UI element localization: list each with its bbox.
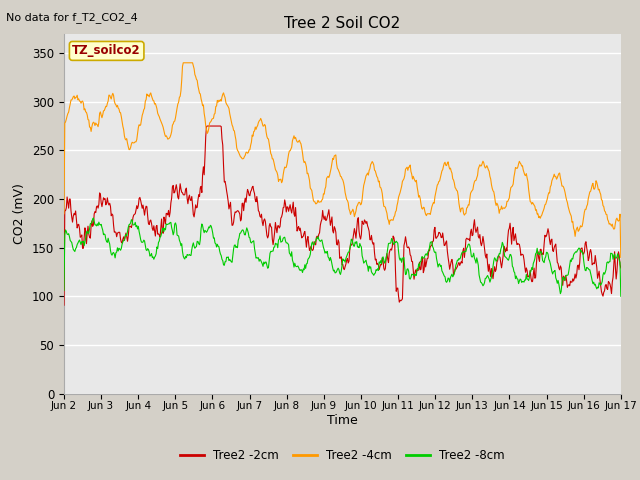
- Y-axis label: CO2 (mV): CO2 (mV): [13, 183, 26, 244]
- Text: No data for f_T2_CO2_4: No data for f_T2_CO2_4: [6, 12, 138, 23]
- Title: Tree 2 Soil CO2: Tree 2 Soil CO2: [284, 16, 401, 31]
- Text: TZ_soilco2: TZ_soilco2: [72, 44, 141, 58]
- Legend: Tree2 -2cm, Tree2 -4cm, Tree2 -8cm: Tree2 -2cm, Tree2 -4cm, Tree2 -8cm: [175, 444, 509, 467]
- X-axis label: Time: Time: [327, 414, 358, 427]
